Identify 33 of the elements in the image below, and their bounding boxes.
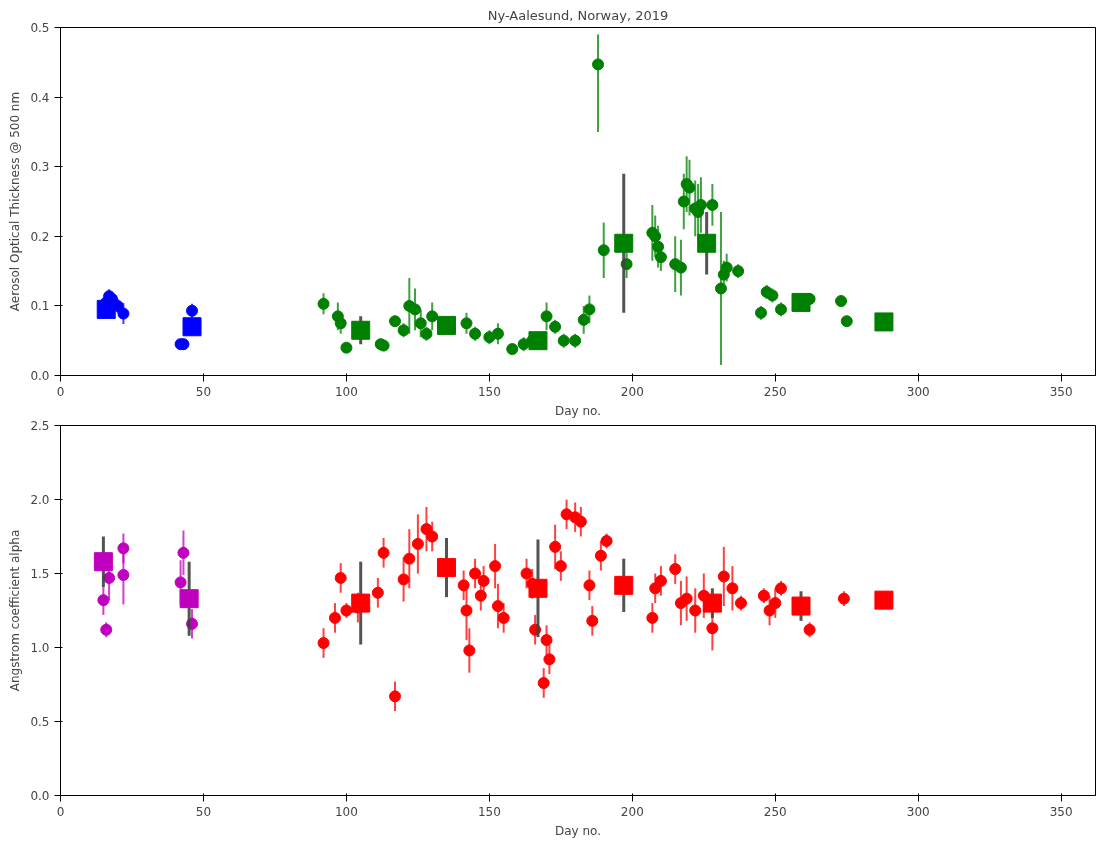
y-tick-label: 1.0	[30, 641, 50, 655]
y-tick-label: 0.1	[30, 299, 50, 314]
x-tick-label: 250	[763, 384, 787, 399]
y-tick-label: 1.5	[30, 567, 50, 581]
y-tick-label: 0.5	[30, 21, 50, 35]
x-axis-title: Day no.	[554, 823, 602, 838]
x-tick-label: 300	[906, 804, 930, 819]
x-tick-label: 50	[195, 804, 212, 819]
y-tick-label: 0.0	[30, 369, 50, 383]
y-axis-title: Angstrom coefficient alpha	[8, 529, 23, 692]
y-tick-label: 2.5	[30, 419, 50, 433]
x-tick-label: 150	[477, 804, 501, 819]
x-tick-label: 0	[56, 384, 65, 399]
chart-title: Ny-Aalesund, Norway, 2019	[487, 7, 669, 23]
x-tick-label: 250	[763, 804, 787, 819]
x-tick-label: 350	[1049, 804, 1073, 819]
y-tick-label: 0.5	[30, 715, 50, 729]
y-tick-label: 0.2	[30, 229, 50, 244]
y-tick-label: 2.0	[30, 493, 50, 507]
x-tick-label: 100	[334, 804, 358, 819]
y-tick-label: 0.0	[30, 789, 50, 803]
y-tick-label: 0.4	[30, 90, 50, 105]
x-tick-label: 200	[620, 384, 644, 399]
x-tick-label: 200	[620, 804, 644, 819]
y-axis-title: Aerosol Optical Thickness @ 500 nm	[8, 91, 23, 312]
x-tick-label: 300	[906, 384, 930, 399]
x-tick-label: 150	[477, 384, 501, 399]
x-tick-label: 50	[195, 384, 212, 399]
x-tick-label: 0	[56, 804, 65, 819]
x-axis-title: Day no.	[554, 403, 602, 418]
x-tick-label: 100	[334, 384, 358, 399]
x-tick-label: 350	[1049, 384, 1073, 399]
y-tick-label: 0.3	[30, 160, 50, 175]
